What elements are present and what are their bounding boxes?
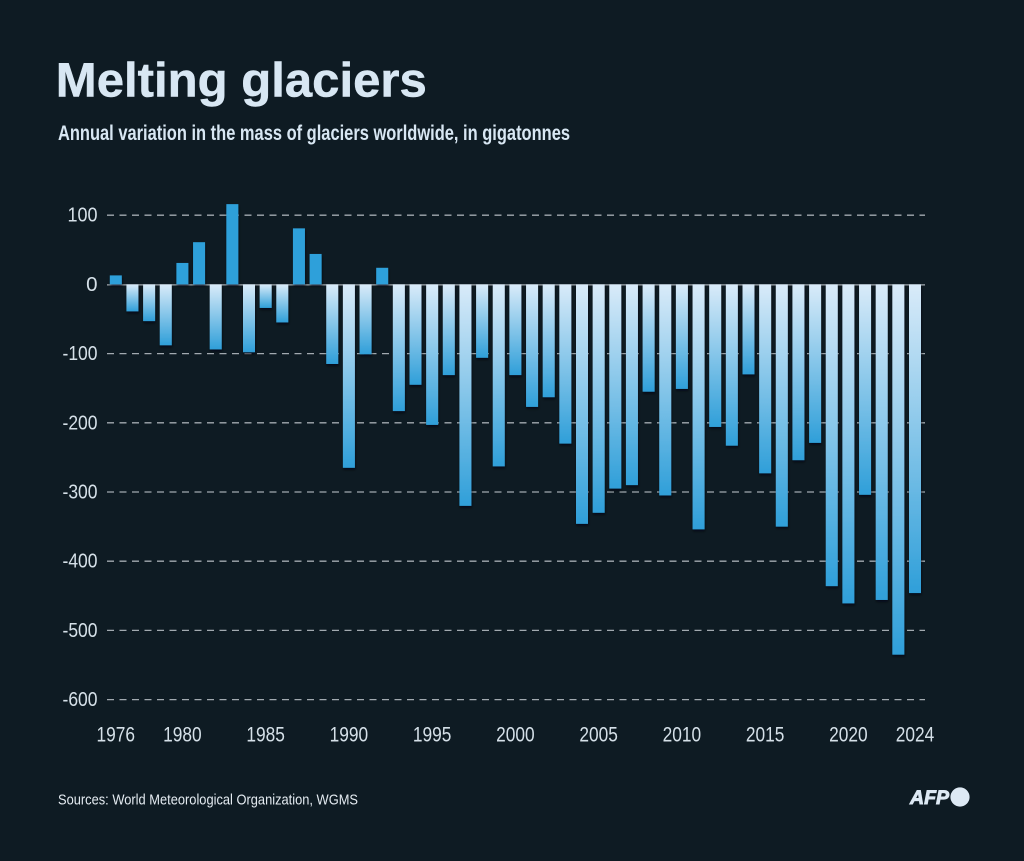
svg-text:100: 100 <box>68 204 98 227</box>
svg-text:2024: 2024 <box>896 724 935 747</box>
svg-text:1995: 1995 <box>413 724 452 747</box>
svg-text:2000: 2000 <box>496 724 535 747</box>
svg-text:2005: 2005 <box>579 724 618 747</box>
svg-text:-200: -200 <box>63 411 98 434</box>
svg-text:1980: 1980 <box>163 724 202 747</box>
svg-text:1990: 1990 <box>330 724 369 747</box>
svg-text:1976: 1976 <box>97 724 136 747</box>
svg-text:-400: -400 <box>63 550 98 573</box>
svg-text:2020: 2020 <box>829 724 868 747</box>
svg-text:-300: -300 <box>63 481 98 504</box>
svg-text:Sources: World Meteorological: Sources: World Meteorological Organizati… <box>58 793 358 809</box>
svg-text:-100: -100 <box>63 342 98 365</box>
svg-text:Melting glaciers: Melting glaciers <box>56 55 427 108</box>
svg-text:AFP: AFP <box>909 787 950 809</box>
svg-text:-600: -600 <box>63 688 98 711</box>
svg-text:Annual variation in the mass o: Annual variation in the mass of glaciers… <box>58 122 570 145</box>
svg-text:2015: 2015 <box>746 724 785 747</box>
svg-text:0: 0 <box>86 273 97 296</box>
svg-text:-500: -500 <box>63 619 98 642</box>
svg-text:2010: 2010 <box>663 724 702 747</box>
svg-text:1985: 1985 <box>246 724 285 747</box>
